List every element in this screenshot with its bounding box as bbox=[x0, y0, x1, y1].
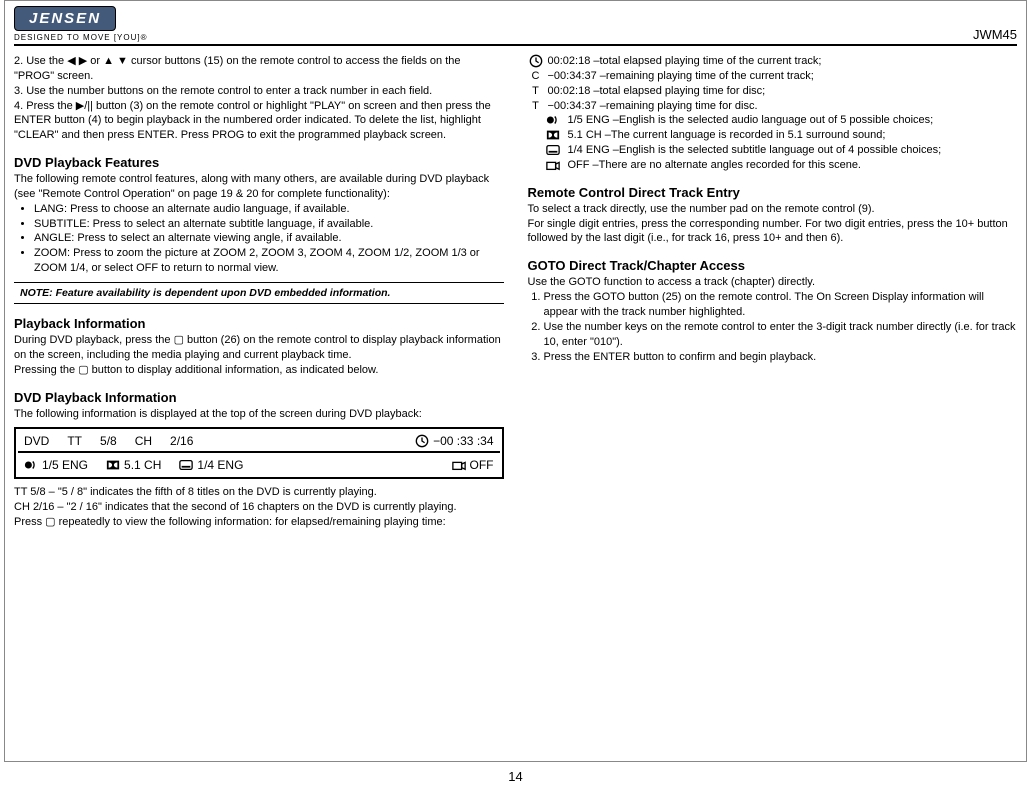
dvd-features-intro: The following remote control features, a… bbox=[14, 172, 504, 202]
cell-dvd: DVD bbox=[24, 434, 49, 448]
cell-ch: CH bbox=[135, 434, 152, 448]
time-elapsed-disc: 00:02:18 –total elapsed playing time for… bbox=[548, 84, 766, 99]
lang-sub: 1/4 ENG –English is the selected subtitl… bbox=[568, 143, 942, 158]
list-item: 00:02:18 –total elapsed playing time of … bbox=[528, 54, 1018, 69]
subtitle-icon bbox=[546, 143, 562, 158]
tt-explain: TT 5/8 – "5 / 8" indicates the fifth of … bbox=[14, 485, 504, 500]
cell-angle: OFF bbox=[452, 458, 494, 472]
time-remain-track: −00:34:37 –remaining playing time of the… bbox=[548, 69, 814, 84]
step-3: 3. Use the number buttons on the remote … bbox=[14, 84, 504, 99]
right-column: 00:02:18 –total elapsed playing time of … bbox=[528, 54, 1018, 530]
goto-steps: Press the GOTO button (25) on the remote… bbox=[528, 290, 1018, 364]
model-number: JWM45 bbox=[973, 27, 1017, 42]
list-item: T 00:02:18 –total elapsed playing time f… bbox=[528, 84, 1018, 99]
note-box: NOTE: Feature availability is dependent … bbox=[14, 282, 504, 304]
list-item: 5.1 CH –The current language is recorded… bbox=[546, 128, 1018, 143]
feat-zoom: ZOOM: Press to zoom the picture at ZOOM … bbox=[34, 246, 504, 276]
dvd-features-title: DVD Playback Features bbox=[14, 155, 504, 170]
prog-steps-continued: 2. Use the ◀ ▶ or ▲ ▼ cursor buttons (15… bbox=[14, 54, 504, 143]
cell-time: −00 :33 :34 bbox=[415, 434, 493, 448]
goto-step-1: Press the GOTO button (25) on the remote… bbox=[544, 290, 1018, 320]
dvd-features-list: LANG: Press to choose an alternate audio… bbox=[14, 202, 504, 276]
page-number: 14 bbox=[0, 769, 1031, 784]
lang-audio: 1/5 ENG –English is the selected audio l… bbox=[568, 113, 934, 128]
cell-angle-val: OFF bbox=[470, 458, 494, 472]
list-item: 1/5 ENG –English is the selected audio l… bbox=[546, 113, 1018, 128]
content-columns: 2. Use the ◀ ▶ or ▲ ▼ cursor buttons (15… bbox=[14, 54, 1017, 530]
lang-dolby: 5.1 CH –The current language is recorded… bbox=[568, 128, 886, 143]
table-row: 1/5 ENG 5.1 CH 1/4 ENG OFF bbox=[18, 455, 500, 475]
brand-tagline: DESIGNED TO MOVE [YOU]® bbox=[14, 33, 148, 42]
logo-wrap: JENSEN DESIGNED TO MOVE [YOU]® bbox=[14, 6, 148, 42]
dvd-playback-info-intro: The following information is displayed a… bbox=[14, 407, 504, 422]
t-symbol: T bbox=[528, 84, 544, 99]
feat-lang: LANG: Press to choose an alternate audio… bbox=[34, 202, 504, 217]
rc-direct-p1: To select a track directly, use the numb… bbox=[528, 202, 1018, 217]
header: JENSEN DESIGNED TO MOVE [YOU]® JWM45 bbox=[14, 6, 1017, 46]
rc-direct-title: Remote Control Direct Track Entry bbox=[528, 185, 1018, 200]
camera-icon bbox=[546, 158, 562, 173]
c-symbol: C bbox=[528, 69, 544, 84]
cell-audio: 1/5 ENG bbox=[24, 458, 88, 472]
playback-info-p1: During DVD playback, press the ▢ button … bbox=[14, 333, 504, 363]
cell-dolby: 5.1 CH bbox=[106, 458, 161, 472]
subtitle-icon bbox=[179, 458, 193, 472]
audio-icon bbox=[546, 113, 562, 128]
list-item: T −00:34:37 –remaining playing time for … bbox=[528, 99, 1018, 114]
list-item: C −00:34:37 –remaining playing time of t… bbox=[528, 69, 1018, 84]
time-info-list: 00:02:18 –total elapsed playing time of … bbox=[528, 54, 1018, 113]
goto-step-3: Press the ENTER button to confirm and be… bbox=[544, 350, 1018, 365]
feat-angle: ANGLE: Press to select an alternate view… bbox=[34, 231, 504, 246]
time-remain-disc: −00:34:37 –remaining playing time for di… bbox=[548, 99, 758, 114]
rc-direct-p2: For single digit entries, press the corr… bbox=[528, 217, 1018, 247]
cell-ch-val: 2/16 bbox=[170, 434, 193, 448]
cell-tt-val: 5/8 bbox=[100, 434, 117, 448]
cell-sub-val: 1/4 ENG bbox=[197, 458, 243, 472]
dolby-icon bbox=[546, 128, 562, 143]
list-item: OFF –There are no alternate angles recor… bbox=[546, 158, 1018, 173]
dvd-info-table: DVD TT 5/8 CH 2/16 −00 :33 :34 bbox=[14, 427, 504, 479]
clock-icon bbox=[528, 54, 544, 69]
lang-angle: OFF –There are no alternate angles recor… bbox=[568, 158, 862, 173]
goto-intro: Use the GOTO function to access a track … bbox=[528, 275, 1018, 290]
goto-step-2: Use the number keys on the remote contro… bbox=[544, 320, 1018, 350]
cell-audio-val: 1/5 ENG bbox=[42, 458, 88, 472]
left-column: 2. Use the ◀ ▶ or ▲ ▼ cursor buttons (15… bbox=[14, 54, 504, 530]
cell-dolby-val: 5.1 CH bbox=[124, 458, 161, 472]
dvd-playback-info-title: DVD Playback Information bbox=[14, 390, 504, 405]
ch-explain: CH 2/16 – "2 / 16" indicates that the se… bbox=[14, 500, 504, 515]
goto-title: GOTO Direct Track/Chapter Access bbox=[528, 258, 1018, 273]
clock-icon bbox=[415, 434, 429, 448]
list-item: 1/4 ENG –English is the selected subtitl… bbox=[546, 143, 1018, 158]
playback-info-p2: Pressing the ▢ button to display additio… bbox=[14, 363, 504, 378]
camera-icon bbox=[452, 458, 466, 472]
press-explain: Press ▢ repeatedly to view the following… bbox=[14, 515, 504, 530]
time-elapsed-track: 00:02:18 –total elapsed playing time of … bbox=[548, 54, 822, 69]
feat-subtitle: SUBTITLE: Press to select an alternate s… bbox=[34, 217, 504, 232]
playback-info-title: Playback Information bbox=[14, 316, 504, 331]
lang-info-list: 1/5 ENG –English is the selected audio l… bbox=[528, 113, 1018, 172]
table-row: DVD TT 5/8 CH 2/16 −00 :33 :34 bbox=[18, 431, 500, 453]
step-2: 2. Use the ◀ ▶ or ▲ ▼ cursor buttons (15… bbox=[14, 54, 504, 84]
t-symbol: T bbox=[528, 99, 544, 114]
brand-logo: JENSEN bbox=[14, 6, 116, 31]
cell-time-val: −00 :33 :34 bbox=[433, 434, 493, 448]
cell-tt: TT bbox=[67, 434, 82, 448]
cell-sub: 1/4 ENG bbox=[179, 458, 243, 472]
step-4: 4. Press the ▶/|| button (3) on the remo… bbox=[14, 99, 504, 144]
dolby-icon bbox=[106, 458, 120, 472]
audio-icon bbox=[24, 458, 38, 472]
